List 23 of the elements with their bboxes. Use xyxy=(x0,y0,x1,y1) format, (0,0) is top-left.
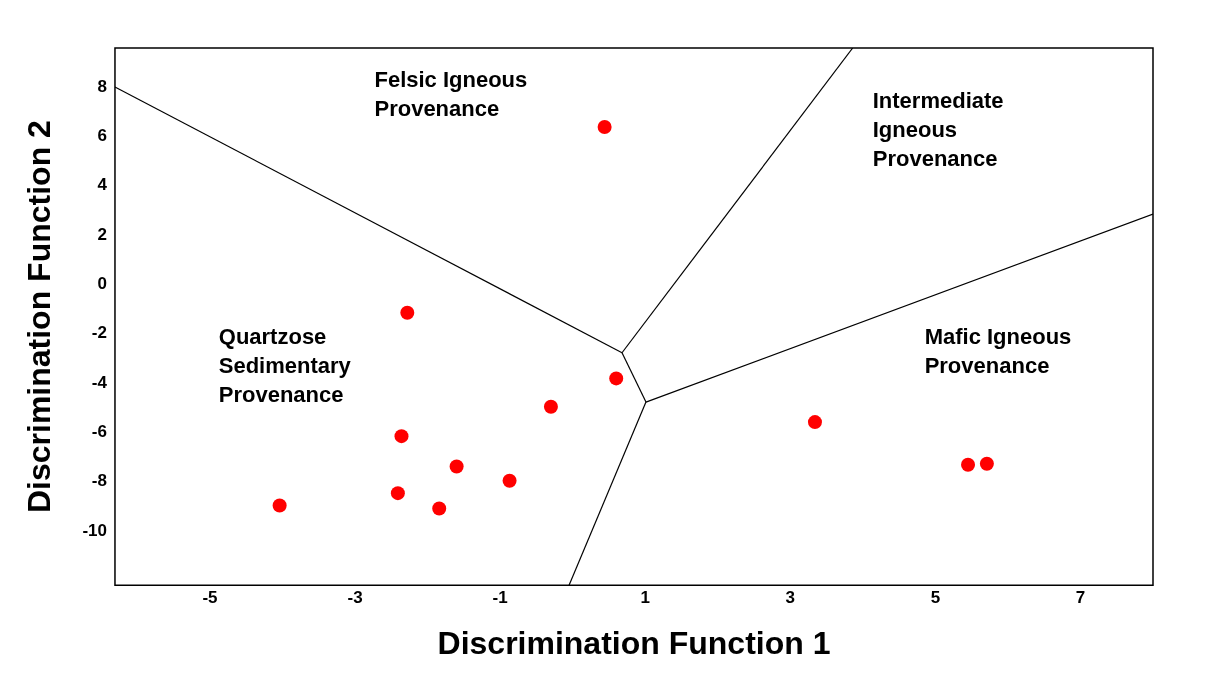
x-tick-label: 3 xyxy=(785,588,796,608)
x-tick-label: 5 xyxy=(930,588,941,608)
y-tick-label: -4 xyxy=(91,372,108,392)
y-tick-label: 0 xyxy=(97,274,107,294)
annotation: Felsic Igneous Provenance xyxy=(374,66,528,121)
y-tick-label: -2 xyxy=(91,323,107,343)
y-tick-label: -6 xyxy=(91,422,107,442)
annotation: Mafic Igneous Provenance xyxy=(924,324,1072,379)
x-axis-title: Discrimination Function 1 xyxy=(437,624,831,661)
annotation: Quartzose Sedimentary Provenance xyxy=(218,324,352,408)
y-axis-title: Discrimination Function 2 xyxy=(21,120,58,514)
x-tick-label: -3 xyxy=(347,588,363,608)
x-tick-label: 7 xyxy=(1075,588,1086,608)
y-tick-label: 6 xyxy=(97,126,107,146)
y-tick-label: -10 xyxy=(82,520,107,540)
y-tick-label: 8 xyxy=(97,76,107,96)
y-tick-label: 2 xyxy=(97,224,107,244)
y-tick-label: 4 xyxy=(97,175,108,195)
annotation: Intermediate Igneous Provenance xyxy=(872,88,1004,172)
x-tick-label: -5 xyxy=(202,588,218,608)
x-tick-label: -1 xyxy=(492,588,508,608)
y-tick-label: -8 xyxy=(91,471,107,491)
x-tick-label: 1 xyxy=(640,588,650,608)
